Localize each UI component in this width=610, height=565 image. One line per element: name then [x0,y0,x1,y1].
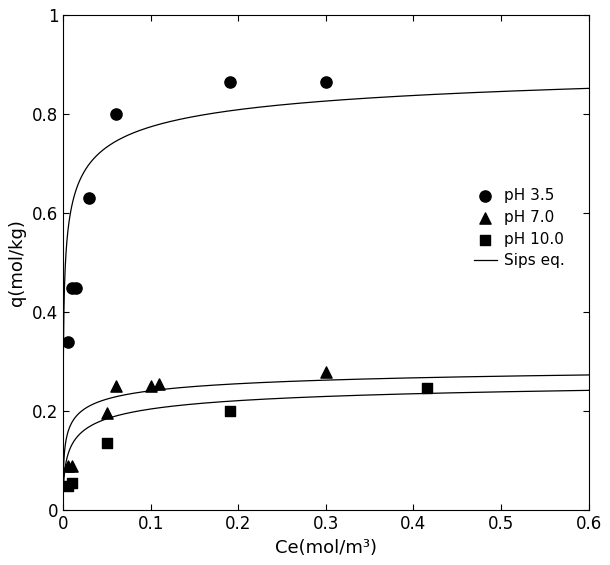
pH 10.0 [102,439,112,448]
pH 3.5 [224,77,234,86]
Y-axis label: q(mol/kg): q(mol/kg) [9,219,26,306]
Legend: pH 3.5, pH 7.0, pH 10.0, Sips eq.: pH 3.5, pH 7.0, pH 10.0, Sips eq. [474,188,565,268]
pH 10.0 [67,479,77,488]
pH 3.5 [85,194,95,203]
pH 7.0 [102,408,112,418]
pH 10.0 [63,482,73,491]
pH 10.0 [224,407,234,416]
X-axis label: Ce(mol/m³): Ce(mol/m³) [275,538,377,557]
pH 7.0 [154,380,164,389]
pH 10.0 [422,383,431,392]
pH 3.5 [63,337,73,346]
pH 7.0 [67,461,77,470]
pH 7.0 [111,381,121,390]
pH 7.0 [321,367,331,376]
pH 3.5 [67,283,77,292]
pH 7.0 [63,461,73,470]
pH 3.5 [321,77,331,86]
pH 7.0 [146,381,156,390]
pH 3.5 [71,283,81,292]
pH 3.5 [111,110,121,119]
